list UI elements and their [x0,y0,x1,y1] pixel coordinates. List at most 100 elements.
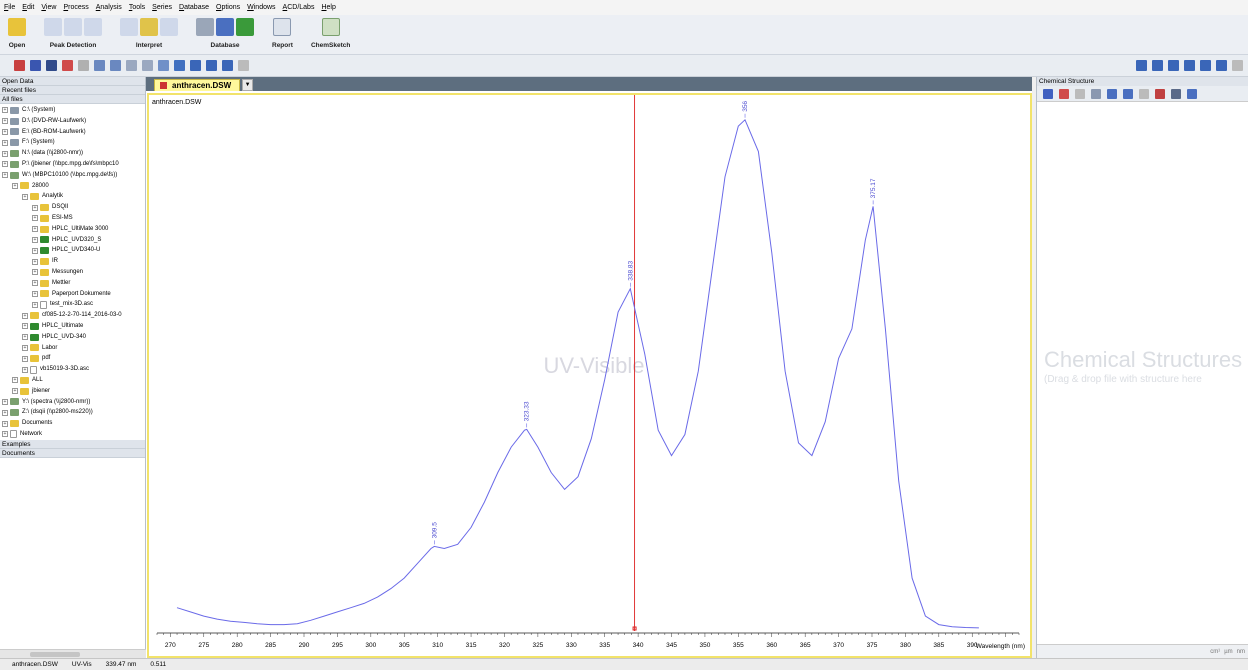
unit-cm[interactable]: cm¹ [1210,648,1221,655]
menu-series[interactable]: Series [152,4,173,11]
menu-acd-labs[interactable]: ACD/Labs [282,4,315,11]
search-db-icon[interactable] [196,18,214,36]
magnifier-icon[interactable] [158,60,169,71]
menu-tools[interactable]: Tools [128,4,146,11]
open-folder-icon[interactable] [8,18,26,36]
expand-icon[interactable]: + [12,182,18,189]
expand-icon[interactable]: + [32,301,38,308]
ribbon-group-interpret[interactable]: Interpret [120,15,178,49]
interpret-icon[interactable] [120,18,138,36]
overlay-icon[interactable] [206,60,217,71]
expand-icon[interactable]: + [22,193,28,200]
menu-database[interactable]: Database [179,4,209,11]
ribbon-group-peak-detection[interactable]: Peak Detection [44,15,102,49]
menu-help[interactable]: Help [321,4,336,11]
open-data-header[interactable]: Open Data [0,77,145,86]
ribbon-group-report[interactable]: Report [272,15,293,49]
expand-icon[interactable]: + [22,334,28,341]
layout-c-icon[interactable] [1168,60,1179,71]
open-file-icon[interactable] [14,60,25,71]
menu-process[interactable]: Process [63,4,89,11]
tree-node[interactable]: + Y:\ (spectra (\\j2800-nmr)) [0,397,145,408]
expand-icon[interactable]: + [32,269,38,276]
tree-node[interactable]: + Mettler [0,278,145,289]
spectrum-plot[interactable]: anthracen.DSW UV-Visible 270 275 280 285 290… [147,93,1032,658]
tree-node[interactable]: + E:\ (BD-ROM-Laufwerk) [0,127,145,138]
expand-icon[interactable]: + [2,431,8,438]
expand-icon[interactable]: + [2,161,8,168]
zoom-in-icon[interactable] [94,60,105,71]
tree-node[interactable]: + N:\ (data (\\j2800-nmr)) [0,148,145,159]
ribbon-group-chemsketch[interactable]: ChemSketch [311,15,350,49]
layout-f-icon[interactable] [1216,60,1227,71]
spectrum-chart[interactable]: anthracen.DSW UV-Visible 270 275 280 285 290… [149,95,1030,656]
print-icon[interactable] [46,60,57,71]
peak-auto-icon[interactable] [64,18,82,36]
tree-node[interactable]: + Documents [0,418,145,429]
tree-node[interactable]: + IR [0,256,145,267]
bond-icon[interactable] [1123,88,1133,99]
menu-view[interactable]: View [41,4,57,11]
report-icon[interactable] [273,18,292,36]
tree-node[interactable]: + HPLC_UVD320_S [0,235,145,246]
all-files-header[interactable]: All files [0,95,145,104]
zoom-fit-icon[interactable] [126,60,137,71]
expand-icon[interactable]: + [2,409,8,416]
layout-a-icon[interactable] [1136,60,1147,71]
layout-icon[interactable] [190,60,201,71]
tree-node[interactable]: + F:\ (System) [0,137,145,148]
peak-manual-icon[interactable] [84,18,102,36]
unit-um[interactable]: µm [1224,648,1233,655]
expand-icon[interactable]: + [22,323,28,330]
tree-node[interactable]: + Labor [0,343,145,354]
undo-icon[interactable] [1059,88,1069,99]
db-list-icon[interactable] [216,18,234,36]
structure-icon[interactable] [160,18,178,36]
tree-node[interactable]: + C:\ (System) [0,105,145,116]
redo-icon[interactable] [78,60,89,71]
menu-options[interactable]: Options [216,4,241,11]
scale-icon[interactable] [174,60,185,71]
hash-icon[interactable] [1171,88,1181,99]
expand-icon[interactable]: + [32,247,38,254]
tree-node[interactable]: + Messungen [0,267,145,278]
expand-icon[interactable]: + [12,388,18,395]
layout-b-icon[interactable] [1152,60,1163,71]
expand-icon[interactable]: + [32,258,38,265]
documents-header[interactable]: Documents [0,448,145,458]
horizontal-scrollbar[interactable] [0,649,146,658]
frame-icon[interactable] [1155,88,1165,99]
chemsketch-icon[interactable] [321,18,340,36]
tree-node[interactable]: + vb15019-3-3D.asc [0,364,145,375]
expand-icon[interactable]: + [32,226,38,233]
expand-icon[interactable]: + [32,204,38,211]
cursor[interactable] [632,95,637,631]
ribbon-group-database[interactable]: Database [196,15,254,49]
tab-anthracen[interactable]: anthracen.DSW [154,79,241,91]
expand-icon[interactable]: + [2,172,8,179]
expand-icon[interactable]: + [22,355,28,362]
arrow-icon[interactable] [1139,88,1149,99]
tree-node[interactable]: + Network [0,429,145,440]
tree-node[interactable]: + DSQII [0,202,145,213]
tree-node[interactable]: + HPLC_UltiMate 3000 [0,224,145,235]
expand-icon[interactable]: + [32,280,38,287]
expand-icon[interactable]: + [22,344,28,351]
examples-header[interactable]: Examples [0,439,145,449]
tree-node[interactable]: + HPLC_Ultimate [0,321,145,332]
export-icon[interactable] [222,60,233,71]
tree-node[interactable]: + D:\ (DVD-RW-Laufwerk) [0,116,145,127]
expand-icon[interactable]: + [2,107,8,114]
expand-icon[interactable]: + [2,398,8,405]
layout-e-icon[interactable] [1200,60,1211,71]
unit-nm[interactable]: nm [1236,648,1245,655]
tree-node[interactable]: + W:\ (MBPC10100 (\\bpc.mpg.de\fs)) [0,170,145,181]
structure-tool-icon[interactable] [1043,88,1053,99]
tree-node[interactable]: + ALL [0,375,145,386]
menu-file[interactable]: File [4,4,16,11]
expand-icon[interactable]: + [32,236,38,243]
peak-pick-icon[interactable] [44,18,62,36]
expand-icon[interactable]: + [2,139,8,146]
tree-node[interactable]: + HPLC_UVD-340 [0,332,145,343]
expand-icon[interactable]: + [2,420,8,427]
